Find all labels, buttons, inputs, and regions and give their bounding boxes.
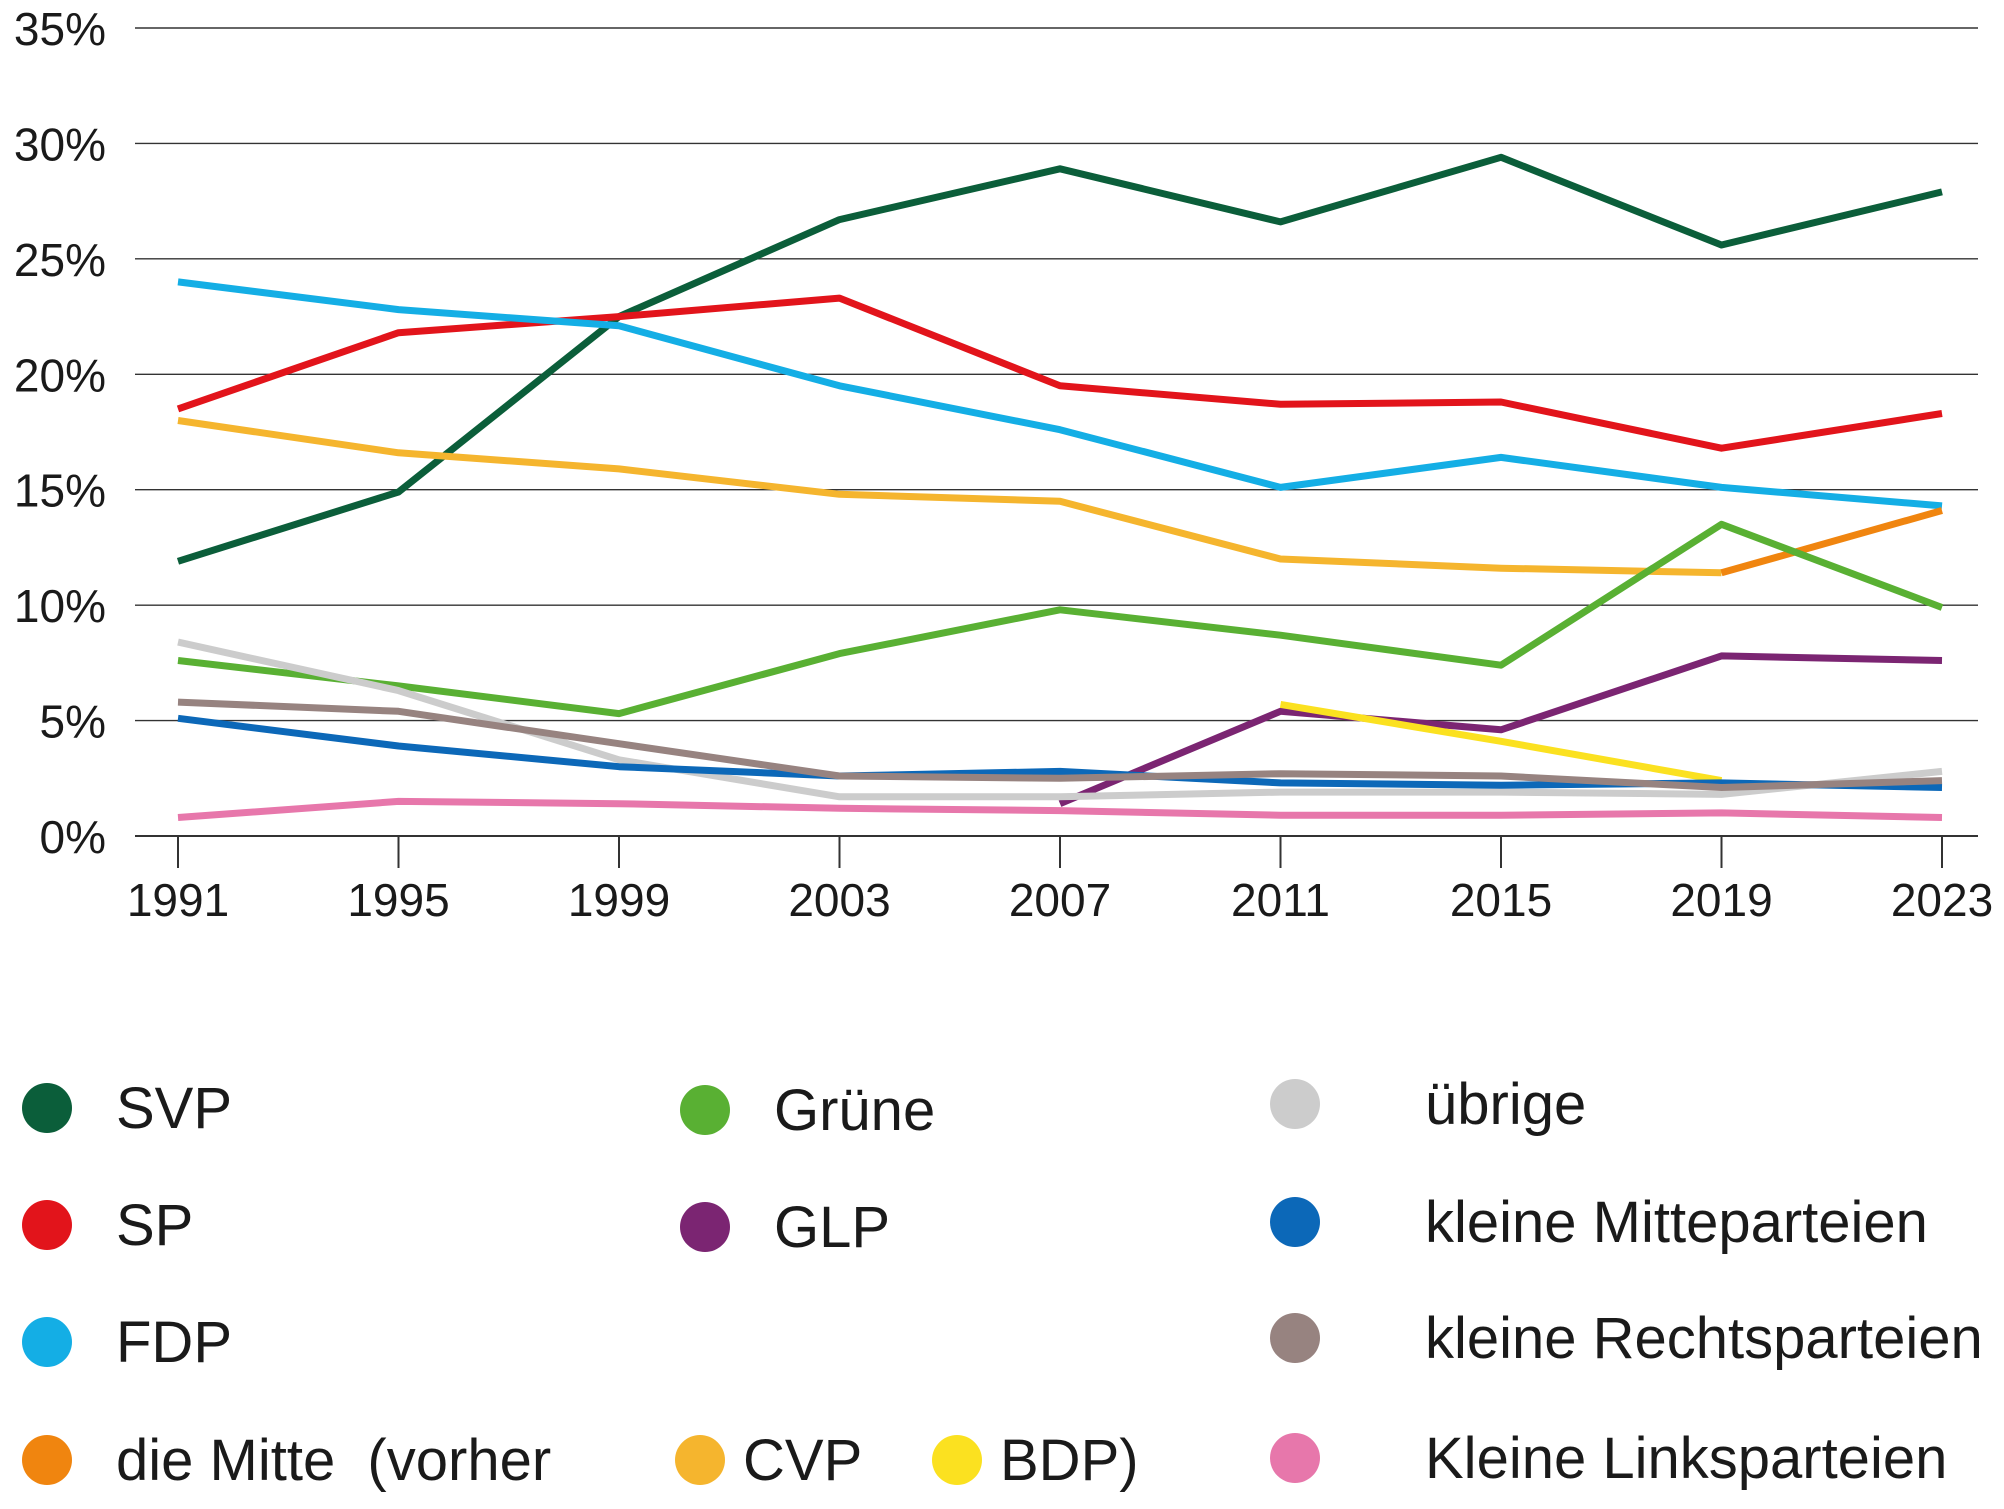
legend-swatch-uebrige bbox=[1270, 1079, 1320, 1129]
legend-label-fdp: FDP bbox=[116, 1309, 232, 1375]
x-axis: 1991 1995 1999 2003 2007 2011 2015 2019 2023 bbox=[127, 836, 1993, 926]
legend-swatch-bdp bbox=[932, 1435, 982, 1485]
legend-swatch-mitte bbox=[22, 1435, 72, 1485]
legend-item-bdp: BDP) bbox=[932, 1420, 1139, 1500]
legend-swatch-glp bbox=[680, 1202, 730, 1252]
legend-swatch-kleine-mitte bbox=[1270, 1197, 1320, 1247]
y-tick-label: 35% bbox=[14, 3, 106, 55]
legend-item-kleine-mitte: kleine Mitteparteien bbox=[1270, 1182, 1928, 1262]
legend-item-svp: SVP bbox=[22, 1068, 232, 1148]
legend-item-glp: GLP bbox=[680, 1187, 890, 1267]
legend-item-kleine-rechts: kleine Rechtsparteien bbox=[1270, 1298, 1983, 1378]
series-lines bbox=[176, 153, 1944, 821]
series-line-kleine-linksparteien bbox=[177, 797, 1943, 821]
legend-label-kleine-mitte: kleine Mitteparteien bbox=[1425, 1189, 1928, 1255]
legend-label-sp: SP bbox=[116, 1192, 194, 1258]
series-line-gr-ne bbox=[177, 520, 1944, 718]
legend-label-mitte: die Mitte (vorher bbox=[116, 1427, 552, 1493]
y-tick-label: 30% bbox=[14, 118, 106, 170]
legend-label-kleine-links: Kleine Linksparteien bbox=[1425, 1425, 1948, 1491]
x-tick-label: 2015 bbox=[1450, 874, 1552, 926]
series-line-kleine-rechtsparteien bbox=[177, 698, 1943, 791]
y-tick-label: 25% bbox=[14, 234, 106, 286]
legend-swatch-kleine-rechts bbox=[1270, 1313, 1320, 1363]
y-tick-label: 15% bbox=[14, 465, 106, 517]
x-tick-label: 2019 bbox=[1670, 874, 1772, 926]
line-chart: 0% 5% 10% 15% 20% 25% 30% 35% 1991 1995 1999 2003 2… bbox=[14, 3, 1993, 926]
x-tick-label: 2003 bbox=[788, 874, 890, 926]
series-line-sp bbox=[176, 294, 1943, 452]
series-line-die-mitte bbox=[1720, 507, 1943, 577]
legend-item-kleine-links: Kleine Linksparteien bbox=[1270, 1418, 1947, 1498]
legend-label-kleine-rechts: kleine Rechtsparteien bbox=[1425, 1305, 1983, 1371]
legend-item-mitte: die Mitte (vorher bbox=[22, 1420, 551, 1500]
y-tick-label: 5% bbox=[40, 696, 106, 748]
series-line-bdp bbox=[1279, 700, 1723, 785]
x-tick-label: 1995 bbox=[347, 874, 449, 926]
series-line--brige bbox=[177, 638, 1943, 801]
legend-label-cvp: CVP bbox=[743, 1427, 863, 1493]
legend: SVP SP FDP die Mitte (vorher Grüne GLP C… bbox=[0, 1040, 2004, 1500]
legend-label-gruene: Grüne bbox=[774, 1077, 936, 1143]
legend-swatch-kleine-links bbox=[1270, 1433, 1320, 1483]
legend-label-svp: SVP bbox=[116, 1075, 233, 1141]
y-tick-label: 20% bbox=[14, 349, 106, 401]
y-axis-ticks: 0% 5% 10% 15% 20% 25% 30% 35% bbox=[14, 3, 106, 863]
legend-label-bdp: BDP) bbox=[1000, 1427, 1139, 1493]
y-tick-label: 0% bbox=[40, 811, 106, 863]
x-tick-label: 2023 bbox=[1891, 874, 1993, 926]
legend-item-uebrige: übrige bbox=[1270, 1064, 1586, 1144]
legend-item-cvp: CVP bbox=[675, 1420, 862, 1500]
legend-swatch-fdp bbox=[22, 1317, 72, 1367]
legend-swatch-sp bbox=[22, 1200, 72, 1250]
x-tick-label: 2007 bbox=[1009, 874, 1111, 926]
x-tick-label: 1999 bbox=[568, 874, 670, 926]
legend-label-uebrige: übrige bbox=[1425, 1071, 1587, 1137]
legend-swatch-svp bbox=[22, 1083, 72, 1133]
series-line-cvp bbox=[177, 417, 1722, 577]
x-tick-label: 2011 bbox=[1231, 874, 1330, 926]
legend-item-fdp: FDP bbox=[22, 1302, 232, 1382]
x-tick-label: 1991 bbox=[127, 874, 229, 926]
series-line-glp bbox=[1058, 652, 1943, 807]
legend-label-glp: GLP bbox=[774, 1194, 891, 1260]
y-tick-label: 10% bbox=[14, 580, 106, 632]
legend-swatch-cvp bbox=[675, 1435, 725, 1485]
legend-item-gruene: Grüne bbox=[680, 1070, 935, 1150]
legend-item-sp: SP bbox=[22, 1185, 193, 1265]
series-line-svp bbox=[176, 153, 1943, 565]
legend-swatch-gruene bbox=[680, 1085, 730, 1135]
series-line-fdp bbox=[177, 278, 1943, 510]
